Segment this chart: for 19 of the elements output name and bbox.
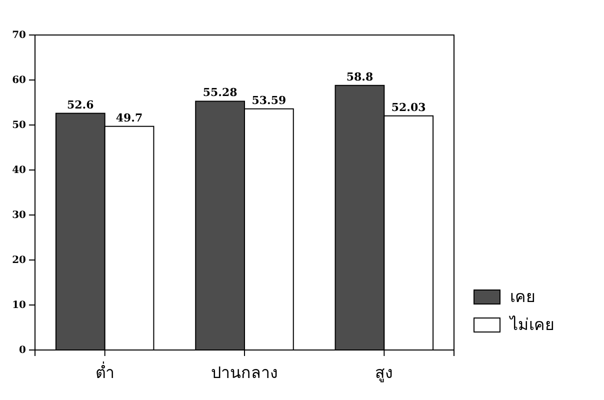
data-label: 52.03 — [391, 100, 426, 114]
y-tick-label: 70 — [12, 30, 26, 42]
data-label: 55.28 — [202, 86, 238, 100]
x-tick-label: ปานกลาง — [211, 363, 278, 382]
y-tick-label: 20 — [12, 255, 26, 266]
data-label: 58.8 — [346, 70, 374, 84]
data-label: 53.59 — [252, 94, 286, 107]
y-tick-label: 60 — [12, 75, 26, 86]
y-tick-label: 10 — [12, 300, 26, 312]
x-tick-label: ต่ำ — [95, 361, 114, 382]
y-tick-label: 30 — [12, 210, 26, 222]
legend-label: ไม่เคย — [508, 315, 554, 334]
legend-label: เคย — [510, 287, 535, 306]
data-label: 49.7 — [116, 111, 143, 124]
y-tick-label: 0 — [19, 345, 26, 356]
x-tick-label: สูง — [375, 363, 394, 384]
data-label: 52.6 — [66, 98, 94, 112]
y-tick-label: 40 — [12, 165, 26, 176]
y-tick-label: 50 — [12, 120, 26, 132]
